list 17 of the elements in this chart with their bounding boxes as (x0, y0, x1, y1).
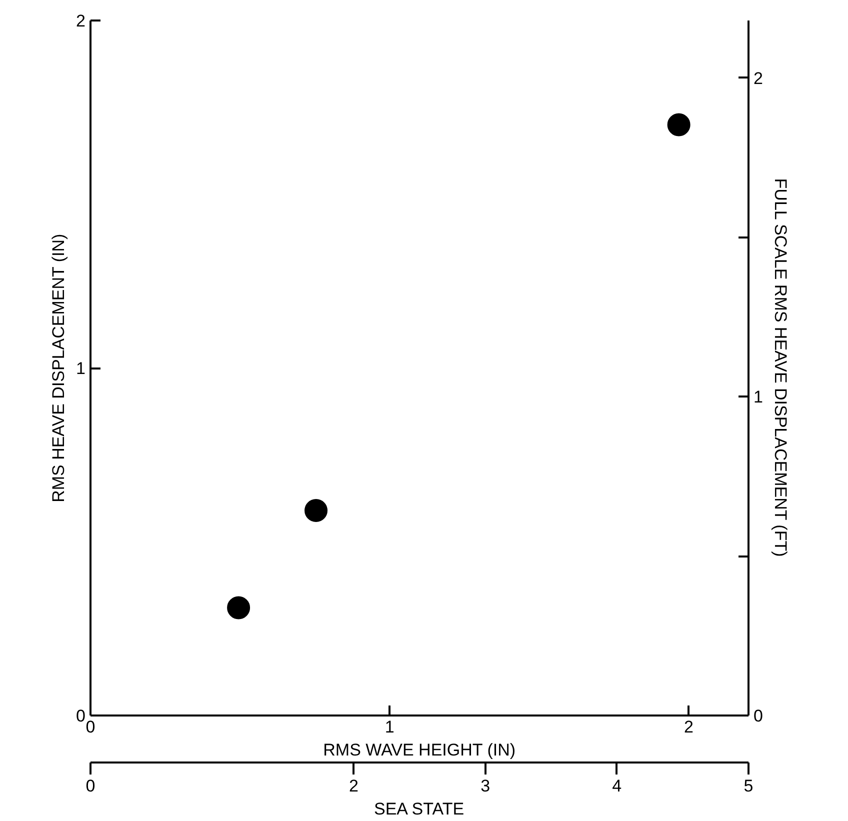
y-tick-label: 1 (76, 359, 86, 378)
y-axis-title: RMS HEAVE DISPLACEMENT (IN) (49, 234, 68, 502)
point (227, 596, 250, 620)
x2-tick-label: 5 (744, 776, 754, 796)
x-tick-label: 1 (384, 718, 394, 736)
y2-tick-label: 1 (754, 388, 763, 407)
x2-tick-label: 4 (612, 776, 622, 796)
y2-axis-title: FULL SCALE RMS HEAVE DISPLACEMENT (FT) (770, 178, 790, 557)
y2-tick-label: 2 (754, 68, 763, 88)
x2-axis-title: SEA STATE (374, 800, 464, 818)
point (304, 498, 328, 522)
x-tick-label: 2 (684, 718, 694, 736)
y-tick-label: 2 (76, 12, 86, 30)
point (667, 113, 690, 136)
x-axis-title: RMS WAVE HEIGHT (IN) (323, 740, 516, 760)
x2-tick-label: 3 (480, 776, 490, 796)
x2-tick-label: 2 (348, 776, 358, 796)
